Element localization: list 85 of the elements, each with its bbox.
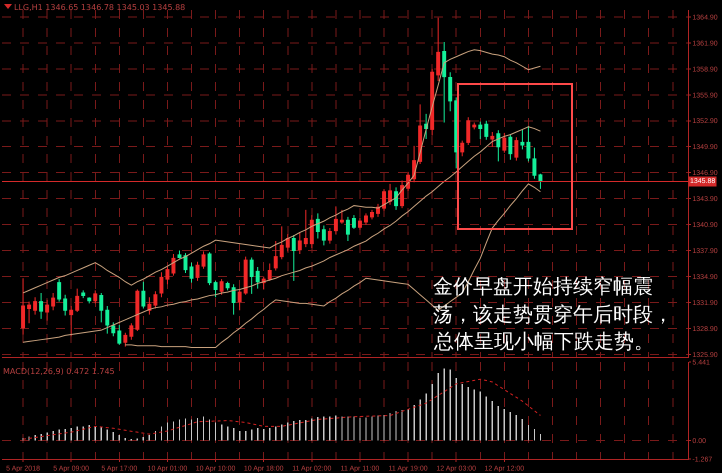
candlestick bbox=[63, 294, 68, 316]
candlestick bbox=[87, 296, 92, 304]
candlestick bbox=[280, 226, 284, 260]
candlestick bbox=[508, 134, 512, 160]
candlestick bbox=[244, 256, 248, 296]
candlestick bbox=[292, 234, 296, 282]
candlestick bbox=[69, 305, 74, 337]
candlestick bbox=[117, 324, 122, 346]
candlestick bbox=[484, 120, 488, 140]
candlestick bbox=[460, 140, 464, 157]
candlestick bbox=[226, 281, 230, 291]
candlestick bbox=[51, 292, 56, 311]
candlestick bbox=[232, 284, 236, 316]
chart-title: LLG,H1 1346.65 1346.78 1345.03 1345.88 bbox=[14, 2, 186, 12]
candlestick bbox=[310, 214, 314, 248]
candlestick bbox=[202, 250, 206, 270]
candlestick bbox=[57, 278, 62, 302]
candlestick bbox=[352, 214, 356, 230]
candlestick bbox=[93, 290, 98, 304]
candlestick bbox=[328, 228, 332, 244]
candlestick bbox=[298, 232, 302, 255]
line-series bbox=[22, 378, 541, 440]
annotation: 荡，该走势贯穿午后时段， bbox=[433, 302, 673, 326]
candlestick bbox=[430, 68, 434, 136]
candlestick bbox=[364, 212, 368, 226]
candlestick bbox=[532, 147, 536, 180]
candlestick bbox=[105, 305, 110, 334]
candlestick bbox=[21, 278, 26, 335]
candlestick bbox=[45, 299, 50, 322]
candlestick bbox=[334, 206, 338, 235]
candlestick bbox=[147, 296, 152, 316]
candlestick bbox=[394, 186, 398, 210]
text: MACD(12,26,9) 0.472 1.745 bbox=[3, 366, 115, 376]
candlestick bbox=[448, 72, 452, 112]
candlestick bbox=[159, 272, 164, 298]
annotation: 总体呈现小幅下跌走势。 bbox=[433, 329, 654, 353]
candlestick bbox=[111, 322, 116, 337]
candlestick bbox=[129, 322, 134, 340]
candlestick bbox=[220, 278, 224, 296]
candlestick bbox=[436, 17, 440, 82]
candlestick bbox=[274, 240, 278, 271]
candlestick bbox=[81, 290, 86, 299]
candlestick bbox=[141, 281, 146, 310]
candlestick bbox=[153, 290, 158, 310]
candlestick bbox=[208, 252, 212, 286]
candlestick bbox=[165, 266, 170, 285]
candlestick bbox=[214, 280, 218, 298]
candlestick bbox=[370, 209, 374, 220]
candlestick bbox=[178, 250, 182, 259]
candlestick bbox=[346, 216, 350, 242]
candlestick bbox=[268, 263, 272, 282]
candlestick bbox=[123, 332, 128, 348]
candlestick bbox=[39, 292, 44, 320]
candlestick bbox=[99, 292, 104, 323]
candlestick bbox=[442, 42, 446, 123]
candlestick bbox=[388, 183, 392, 206]
candlestick bbox=[496, 130, 500, 162]
candlestick bbox=[316, 212, 320, 239]
candlestick bbox=[382, 188, 386, 212]
candlestick bbox=[472, 122, 476, 130]
candlestick bbox=[520, 128, 524, 150]
candlestick bbox=[75, 288, 80, 312]
candlestick bbox=[322, 224, 326, 246]
candlestick bbox=[304, 209, 308, 248]
candlestick bbox=[514, 136, 518, 162]
candlestick bbox=[250, 256, 254, 294]
candlestick bbox=[340, 209, 344, 224]
candlestick bbox=[171, 254, 176, 276]
candlestick bbox=[27, 301, 32, 324]
candlestick bbox=[33, 296, 38, 316]
candlestick bbox=[256, 266, 260, 290]
candlestick bbox=[358, 217, 362, 230]
candlestick bbox=[400, 180, 404, 209]
candlestick bbox=[478, 121, 482, 140]
candlestick bbox=[238, 289, 242, 311]
candlestick bbox=[502, 132, 506, 154]
candlestick bbox=[526, 125, 530, 162]
candlestick bbox=[190, 262, 194, 284]
candlestick bbox=[418, 104, 422, 165]
candlestick bbox=[196, 261, 200, 282]
candlestick bbox=[538, 173, 542, 190]
candlestick bbox=[184, 252, 188, 274]
candlestick bbox=[490, 132, 494, 148]
candlestick bbox=[135, 289, 140, 332]
candlestick bbox=[466, 116, 470, 146]
